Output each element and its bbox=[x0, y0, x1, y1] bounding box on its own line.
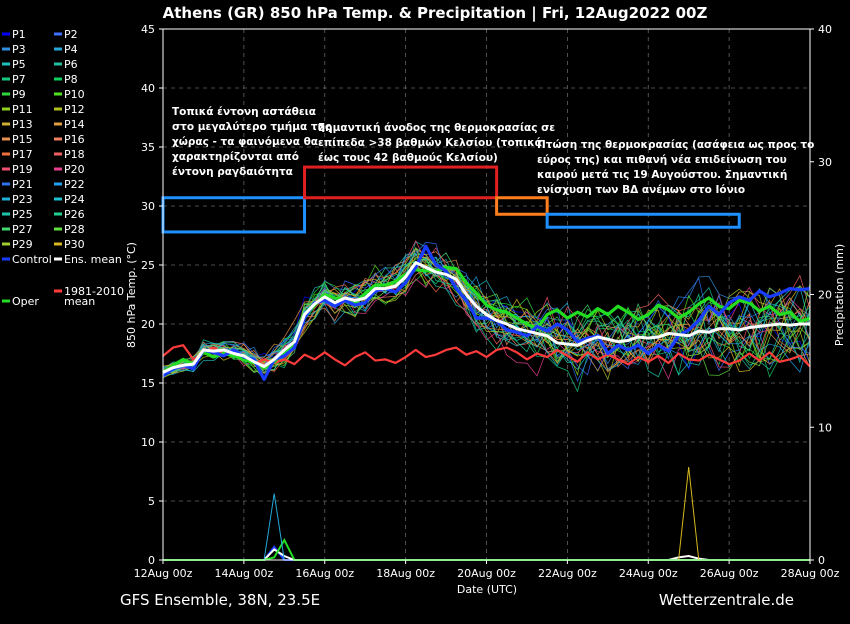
legend-label: P16 bbox=[64, 133, 85, 146]
legend-label: P2 bbox=[64, 28, 78, 41]
legend: P1 P2 P3 P4 P5 P6 P7 P8 P9 P10 P11 P12 P13 P14 P15 P16 P… bbox=[2, 28, 124, 308]
y2-tick-label: 30 bbox=[818, 156, 832, 169]
annotation-line: έντονη ραγδαιότητα bbox=[172, 166, 293, 178]
legend-label: P11 bbox=[12, 103, 33, 116]
y2-axis-label: Precipitation (mm) bbox=[833, 244, 846, 346]
annotation-line: χαρακτηρίζονται από bbox=[172, 151, 299, 163]
x-tick-label: 24Aug 00z bbox=[619, 567, 678, 580]
footer-site: Wetterzentrale.de bbox=[659, 591, 794, 609]
precipitation-lines bbox=[163, 467, 810, 561]
x-tick-label: 26Aug 00z bbox=[700, 567, 759, 580]
annotation-line: εύρος της) και πιθανή νέα επιδείνωση του bbox=[537, 154, 787, 166]
x-tick-label: 16Aug 00z bbox=[295, 567, 354, 580]
legend-label: P27 bbox=[12, 223, 33, 236]
annotation-box-3 bbox=[495, 196, 549, 216]
y2-tick-label: 10 bbox=[818, 421, 832, 434]
annotation-texts: Τοπικά έντονη αστάθεια στο μεγαλύτερο τμή… bbox=[172, 106, 814, 196]
x-tick-label: 12Aug 00z bbox=[134, 567, 193, 580]
x-tick-label: 28Aug 00z bbox=[781, 567, 840, 580]
legend-label: P20 bbox=[64, 163, 85, 176]
y-tick-label: 30 bbox=[141, 200, 155, 213]
x-tick-label: 20Aug 00z bbox=[457, 567, 516, 580]
legend-label: P7 bbox=[12, 73, 26, 86]
ensemble-line-p29 bbox=[162, 262, 811, 372]
legend-label: P23 bbox=[12, 193, 33, 206]
y2-tick-label: 20 bbox=[818, 289, 832, 302]
legend-label: P24 bbox=[64, 193, 85, 206]
legend-label: P25 bbox=[12, 208, 33, 221]
annotation-line: καιρού μετά τις 19 Αυγούστου. Σημαντική bbox=[537, 169, 787, 181]
legend-label: P30 bbox=[64, 238, 85, 251]
series-line-ens-mean bbox=[162, 261, 810, 374]
y-tick-label: 15 bbox=[141, 377, 155, 390]
x-tick-label: 22Aug 00z bbox=[538, 567, 597, 580]
annotation-line: ενίσχυση των ΒΔ ανέμων στο Ιόνιο bbox=[537, 184, 745, 196]
legend-label: P29 bbox=[12, 238, 33, 251]
axes: 0 5 10 15 20 25 30 35 40 45 0 10 20 30 40 12Aug 00z 14Au… bbox=[134, 23, 840, 580]
annotation-text-2: Σημαντική άνοδος της θερμοκρασίας σε επίπ… bbox=[318, 122, 555, 164]
legend-label: 1981-2010 mean bbox=[64, 285, 124, 308]
legend-label: P5 bbox=[12, 58, 26, 71]
chart-title: Athens (GR) 850 hPa Temp. & Precipitatio… bbox=[163, 4, 708, 23]
annotation-box-2 bbox=[303, 165, 499, 200]
legend-label: P8 bbox=[64, 73, 78, 86]
legend-label: P22 bbox=[64, 178, 85, 191]
y-tick-label: 40 bbox=[141, 82, 155, 95]
y-tick-label: 0 bbox=[148, 554, 155, 567]
footer-source: GFS Ensemble, 38N, 23.5E bbox=[120, 591, 320, 609]
x-tick-label: 18Aug 00z bbox=[376, 567, 435, 580]
annotation-line: Τοπικά έντονη αστάθεια bbox=[172, 106, 316, 118]
x-axis-label: Date (UTC) bbox=[457, 583, 517, 596]
legend-label: P28 bbox=[64, 223, 85, 236]
annotation-line: επίπεδα >38 βαθμών Κελσίου (τοπικά bbox=[318, 137, 542, 149]
y-tick-label: 35 bbox=[141, 141, 155, 154]
legend-label: P13 bbox=[12, 118, 33, 131]
legend-label: P26 bbox=[64, 208, 85, 221]
precip-line-p30 bbox=[163, 467, 810, 561]
annotation-box-4 bbox=[545, 212, 741, 229]
legend-label: P4 bbox=[64, 43, 78, 56]
legend-label: P17 bbox=[12, 148, 33, 161]
y-tick-label: 10 bbox=[141, 436, 155, 449]
legend-label: P3 bbox=[12, 43, 26, 56]
legend-label: P18 bbox=[64, 148, 85, 161]
legend-label: P1 bbox=[12, 28, 26, 41]
annotation-text-3: Πτώση της θερμοκρασίας (ασάφεια ως προς … bbox=[537, 139, 814, 196]
main-series-lines bbox=[162, 244, 811, 382]
legend-label: Oper bbox=[12, 295, 39, 308]
y-tick-label: 45 bbox=[141, 23, 155, 36]
grid bbox=[163, 29, 810, 560]
legend-label: P19 bbox=[12, 163, 33, 176]
legend-label: P10 bbox=[64, 88, 85, 101]
annotation-box-1 bbox=[161, 196, 307, 234]
legend-label: P12 bbox=[64, 103, 85, 116]
series-line-control bbox=[162, 244, 811, 382]
annotation-text-1: Τοπικά έντονη αστάθεια στο μεγαλύτερο τμή… bbox=[172, 106, 331, 178]
y-axis-label: 850 hPa Temp. (°C) bbox=[125, 242, 138, 348]
y-tick-label: 20 bbox=[141, 318, 155, 331]
legend-label: P15 bbox=[12, 133, 33, 146]
annotation-boxes bbox=[161, 165, 741, 234]
y2-tick-label: 0 bbox=[818, 554, 825, 567]
legend-label: P9 bbox=[12, 88, 26, 101]
annotation-line: χώρας - τα φαινόμενα θα bbox=[172, 136, 318, 148]
legend-label: P6 bbox=[64, 58, 78, 71]
y2-tick-label: 40 bbox=[818, 23, 832, 36]
annotation-line: έως τους 42 βαθμούς Κελσίου) bbox=[318, 152, 498, 164]
annotation-line: στο μεγαλύτερο τμήμα της bbox=[172, 121, 331, 133]
legend-label: P21 bbox=[12, 178, 33, 191]
legend-label: P14 bbox=[64, 118, 85, 131]
legend-label: Control bbox=[12, 253, 52, 266]
legend-label: Ens. mean bbox=[64, 253, 122, 266]
legend-label-line: mean bbox=[64, 295, 95, 308]
x-tick-label: 14Aug 00z bbox=[215, 567, 274, 580]
annotation-line: Σημαντική άνοδος της θερμοκρασίας σε bbox=[318, 122, 555, 134]
annotation-line: Πτώση της θερμοκρασίας (ασάφεια ως προς … bbox=[537, 139, 814, 151]
ensemble-line-p20 bbox=[162, 269, 811, 380]
y-tick-label: 25 bbox=[141, 259, 155, 272]
y-tick-label: 5 bbox=[148, 495, 155, 508]
legend-label-line: 1981-2010 bbox=[64, 285, 124, 298]
